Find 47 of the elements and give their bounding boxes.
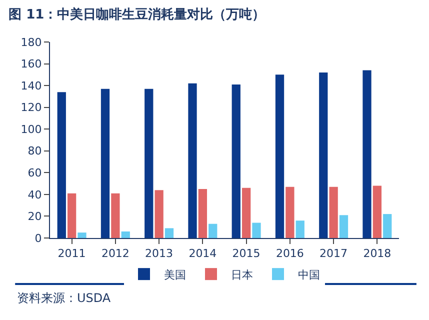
y-tick-label: 60 bbox=[28, 166, 42, 180]
bar bbox=[286, 186, 294, 238]
bar bbox=[319, 72, 328, 238]
bar bbox=[164, 228, 174, 238]
bar bbox=[372, 186, 382, 238]
legend-label: 美国 bbox=[164, 268, 186, 282]
y-tick-label: 100 bbox=[20, 122, 42, 136]
y-tick-label: 120 bbox=[20, 101, 42, 114]
bar bbox=[208, 224, 218, 238]
bar bbox=[362, 70, 372, 238]
bar bbox=[111, 193, 120, 238]
x-tick-label: 2014 bbox=[188, 247, 217, 260]
bar bbox=[78, 232, 86, 238]
bar bbox=[154, 190, 164, 238]
bar bbox=[100, 88, 110, 238]
bar bbox=[57, 92, 66, 238]
x-tick-label: 2012 bbox=[101, 247, 130, 260]
bar bbox=[339, 215, 348, 238]
x-tick-label: 2018 bbox=[363, 247, 392, 260]
y-tick-label: 20 bbox=[28, 210, 42, 224]
bar bbox=[188, 83, 197, 238]
y-tick-label: 140 bbox=[20, 79, 42, 92]
bar bbox=[144, 88, 154, 238]
bar bbox=[329, 186, 338, 238]
y-tick-label: 0 bbox=[34, 232, 42, 245]
legend-label: 日本 bbox=[231, 268, 253, 282]
bar bbox=[67, 193, 76, 238]
legend-label: 中国 bbox=[298, 268, 320, 282]
bar bbox=[242, 188, 251, 238]
y-tick-label: 40 bbox=[28, 188, 42, 202]
bar bbox=[252, 222, 261, 238]
y-tick-label: 80 bbox=[28, 144, 42, 158]
bar bbox=[275, 74, 284, 238]
x-tick-label: 2017 bbox=[320, 247, 348, 260]
x-tick-label: 2015 bbox=[232, 247, 260, 260]
x-tick-label: 2011 bbox=[58, 247, 86, 260]
bar bbox=[383, 214, 392, 238]
bar bbox=[198, 189, 208, 238]
bar bbox=[232, 84, 240, 238]
chart-title: 图 11：中美日咖啡生豆消耗量对比（万吨） bbox=[8, 6, 266, 23]
text: 资料来源：USDA bbox=[17, 291, 112, 305]
bar bbox=[121, 231, 130, 238]
bar bbox=[296, 220, 304, 238]
y-tick-label: 180 bbox=[20, 36, 42, 49]
y-tick-label: 160 bbox=[20, 58, 42, 71]
x-tick-label: 2013 bbox=[145, 247, 174, 260]
x-tick-label: 2016 bbox=[276, 247, 304, 260]
